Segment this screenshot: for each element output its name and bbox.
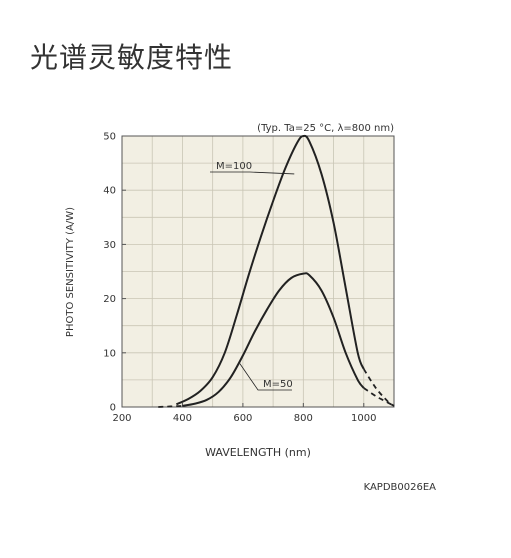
y-tick-label: 50 <box>103 132 116 143</box>
x-axis-label: WAVELENGTH (nm) <box>205 446 311 459</box>
x-tick-label: 1000 <box>351 413 376 424</box>
annotation-m-100: M=100 <box>216 161 252 172</box>
curve-dashed-m-50 <box>158 405 183 408</box>
y-tick-label: 20 <box>103 294 116 305</box>
page-title: 光谱灵敏度特性 <box>30 41 234 74</box>
curve-m-100 <box>175 134 365 406</box>
leader-m-100 <box>210 171 295 175</box>
figure-code-label: KAPDB0026EA <box>364 482 437 493</box>
curve-m-50 <box>182 272 365 407</box>
axis-ticks: 200 400 600 800 1000 0 10 20 30 40 50 <box>103 132 376 425</box>
condition-note: (Typ. Ta=25 °C, λ=800 nm) <box>257 123 394 134</box>
x-tick-label: 400 <box>173 413 192 424</box>
y-tick-label: 10 <box>103 348 116 359</box>
x-tick-label: 600 <box>233 413 252 424</box>
grid-lines <box>122 136 394 407</box>
plot-frame <box>121 135 395 408</box>
annotation-m-50: M=50 <box>263 379 293 390</box>
curve-dashed-m-100 <box>363 368 395 407</box>
annotations: M=100 M=50 <box>210 161 295 391</box>
y-tick-label: 40 <box>103 186 116 197</box>
y-axis-label: PHOTO SENSITIVITY (A/W) <box>65 207 76 337</box>
y-tick-label: 30 <box>103 240 116 251</box>
x-tick-label: 800 <box>294 413 313 424</box>
curve-dashed-tail-m-50 <box>363 387 395 407</box>
y-tick-label: 0 <box>110 403 116 414</box>
x-tick-label: 200 <box>112 413 131 424</box>
curves <box>158 134 395 408</box>
leader-m-50 <box>239 363 292 391</box>
